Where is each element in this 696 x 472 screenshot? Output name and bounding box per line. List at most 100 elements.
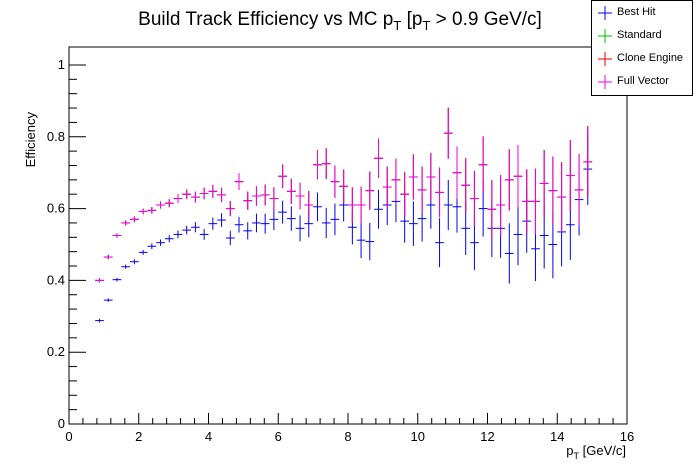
legend-marker-clone-engine (598, 52, 612, 66)
data-point-best-hit (365, 222, 375, 261)
legend-marker-full-vector (598, 75, 612, 89)
data-point-best-hit (164, 235, 174, 243)
data-point-best-hit (313, 192, 322, 222)
data-point-full-vector (565, 139, 575, 212)
data-point-full-vector (313, 150, 322, 180)
data-point-best-hit (173, 230, 183, 239)
data-point-full-vector (348, 187, 357, 223)
data-point-full-vector (208, 184, 218, 198)
data-point-full-vector (452, 146, 462, 199)
data-point-full-vector (164, 199, 174, 208)
legend-entry-clone-engine: Clone Engine (592, 48, 692, 70)
y-axis-label: Efficiency (23, 112, 38, 168)
data-point-best-hit (112, 277, 122, 282)
data-point-best-hit (260, 213, 270, 234)
data-point-full-vector (548, 156, 558, 225)
data-point-full-vector (496, 175, 505, 235)
x-axis-label: pT [GeV/c] (566, 443, 626, 461)
data-point-full-vector (400, 172, 410, 217)
data-point-best-hit (156, 239, 165, 246)
data-point-best-hit (504, 223, 514, 284)
data-point-best-hit (513, 203, 523, 266)
data-point-full-vector (286, 178, 296, 204)
data-point-full-vector (470, 170, 479, 227)
x-tick-label: 10 (411, 429, 425, 444)
data-point-full-vector (225, 201, 235, 217)
data-point-full-vector (330, 165, 340, 198)
data-point-best-hit (138, 249, 148, 255)
data-point-best-hit (95, 318, 104, 323)
y-tick-label: 0.6 (47, 201, 65, 216)
x-tick-label: 4 (205, 429, 212, 444)
data-point-full-vector (513, 145, 523, 208)
data-point-full-vector (539, 150, 549, 217)
data-point-best-hit (295, 215, 305, 242)
legend-label-clone-engine: Clone Engine (617, 52, 684, 64)
data-point-best-hit (435, 218, 444, 268)
data-point-full-vector (435, 167, 444, 218)
data-point-full-vector (156, 201, 165, 209)
data-point-full-vector (557, 162, 566, 232)
data-point-best-hit (217, 213, 226, 227)
data-point-full-vector (443, 107, 453, 159)
data-point-best-hit (278, 200, 287, 224)
data-point-full-vector (426, 152, 436, 202)
x-tick-label: 6 (275, 429, 282, 444)
data-point-full-vector (138, 208, 148, 215)
y-tick-label: 0.8 (47, 129, 65, 144)
data-point-full-vector (199, 187, 209, 200)
y-tick-label: 0 (58, 416, 65, 431)
series-full-vector (95, 107, 593, 283)
y-tick-label: 0.4 (47, 272, 65, 287)
x-tick-label: 8 (344, 429, 351, 444)
data-point-best-hit (208, 217, 218, 230)
data-point-best-hit (286, 206, 296, 231)
data-point-best-hit (191, 222, 200, 233)
data-point-full-vector (278, 164, 287, 189)
data-point-full-vector (461, 158, 471, 213)
data-point-best-hit (225, 230, 235, 246)
data-point-best-hit (252, 213, 261, 233)
data-point-full-vector (182, 189, 192, 199)
data-point-full-vector (130, 216, 139, 223)
data-point-best-hit (130, 259, 139, 265)
data-point-best-hit (409, 201, 418, 246)
data-point-full-vector (252, 186, 261, 206)
data-point-full-vector (583, 125, 593, 198)
data-point-full-vector (103, 254, 113, 260)
y-tick-label: 0.2 (47, 344, 65, 359)
y-tick-label: 1 (58, 57, 65, 72)
data-point-best-hit (356, 222, 366, 259)
data-point-full-vector (95, 278, 104, 283)
data-point-full-vector (417, 166, 427, 214)
legend-marker-best-hit (598, 6, 612, 20)
data-point-full-vector (121, 220, 131, 226)
data-point-full-vector (478, 136, 488, 194)
data-point-best-hit (182, 225, 192, 235)
data-point-full-vector (321, 148, 331, 180)
data-point-full-vector (243, 191, 253, 210)
data-point-best-hit (374, 189, 383, 229)
data-point-full-vector (147, 207, 157, 214)
data-point-full-vector (504, 149, 514, 211)
data-point-full-vector (487, 180, 497, 239)
data-point-best-hit (121, 264, 131, 269)
data-point-full-vector (191, 191, 200, 203)
data-point-best-hit (321, 207, 331, 239)
data-point-full-vector (173, 194, 183, 203)
data-point-best-hit (234, 216, 244, 233)
data-point-best-hit (243, 222, 253, 240)
data-point-full-vector (531, 168, 540, 235)
data-point-full-vector (339, 169, 348, 204)
data-point-best-hit (269, 208, 279, 231)
chart-title: Build Track Efficiency vs MC pT [pT > 0.… (138, 9, 542, 33)
data-point-full-vector (374, 138, 383, 179)
data-point-full-vector (269, 187, 279, 210)
x-tick-label: 12 (480, 429, 494, 444)
x-tick-label: 16 (620, 429, 634, 444)
data-point-full-vector (356, 186, 366, 224)
x-tick-label: 0 (65, 429, 72, 444)
data-point-full-vector (522, 169, 532, 234)
series-layer (95, 107, 593, 323)
